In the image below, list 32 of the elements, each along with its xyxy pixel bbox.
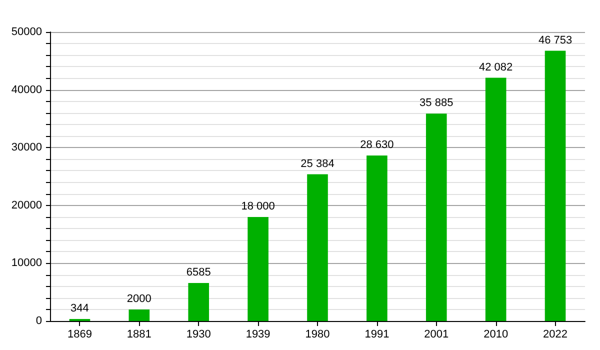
data-label: 35 885 (420, 97, 454, 110)
bar (188, 282, 210, 321)
x-tick-label: 1881 (126, 328, 152, 340)
data-label: 25 384 (300, 158, 334, 170)
y-tick-label: 40000 (11, 84, 42, 96)
data-label: 2000 (126, 292, 152, 305)
x-tick-label: 1991 (364, 328, 390, 340)
y-tick-label: 50000 (11, 26, 42, 38)
x-tick-label: 1869 (67, 328, 92, 340)
y-tick-label: 30000 (11, 142, 42, 154)
data-label: 42 082 (479, 61, 513, 74)
x-tick-label: 2022 (543, 328, 568, 340)
bar (544, 50, 566, 321)
x-tick-label: 1930 (186, 328, 211, 340)
data-label: 18 000 (241, 200, 275, 212)
y-tick-label: 0 (36, 315, 42, 327)
y-tick-label: 20000 (11, 199, 42, 212)
y-tick-label: 10000 (11, 257, 42, 270)
bar (426, 114, 447, 321)
x-tick-label: 1980 (305, 328, 330, 340)
bar (366, 156, 388, 321)
bar (248, 216, 268, 321)
x-tick-label: 2001 (424, 328, 449, 340)
x-tick-label: 2010 (484, 328, 508, 340)
data-label: 6585 (186, 266, 211, 278)
data-label: 344 (70, 302, 89, 315)
bar (128, 309, 150, 321)
data-label: 46 753 (538, 34, 572, 46)
bar (485, 78, 506, 321)
data-label: 28 630 (360, 139, 394, 152)
bar (307, 174, 328, 321)
x-tick-label: 1939 (246, 328, 270, 340)
